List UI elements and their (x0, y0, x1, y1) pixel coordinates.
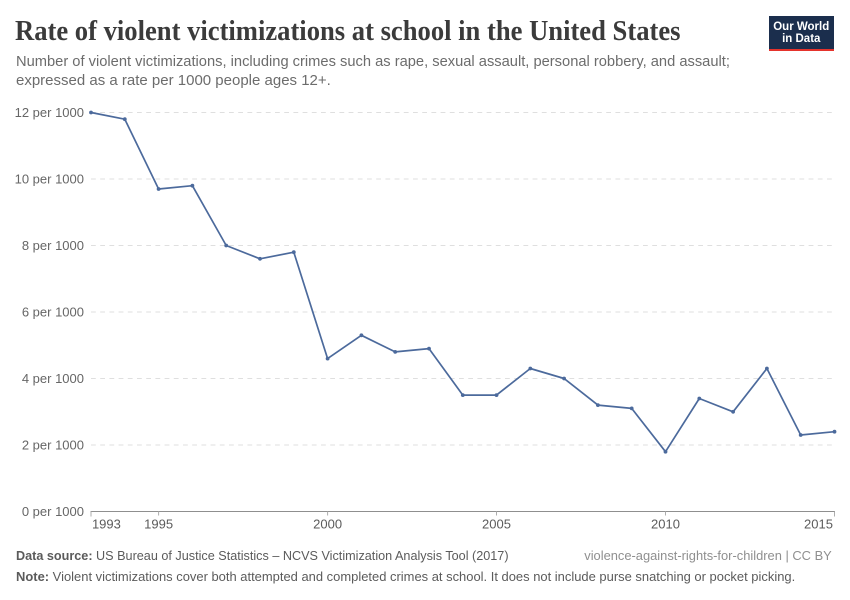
svg-text:2 per 1000: 2 per 1000 (22, 438, 84, 453)
svg-text:2015: 2015 (804, 517, 833, 532)
svg-text:10 per 1000: 10 per 1000 (15, 172, 84, 187)
svg-text:2005: 2005 (482, 517, 511, 532)
svg-text:1995: 1995 (144, 517, 173, 532)
svg-text:0 per 1000: 0 per 1000 (22, 504, 84, 519)
svg-text:1993: 1993 (92, 517, 121, 532)
svg-text:8 per 1000: 8 per 1000 (22, 238, 84, 253)
svg-text:6 per 1000: 6 per 1000 (22, 305, 84, 320)
svg-text:2000: 2000 (313, 517, 342, 532)
svg-text:4 per 1000: 4 per 1000 (22, 371, 84, 386)
svg-text:12 per 1000: 12 per 1000 (15, 105, 84, 120)
svg-text:2010: 2010 (651, 517, 680, 532)
